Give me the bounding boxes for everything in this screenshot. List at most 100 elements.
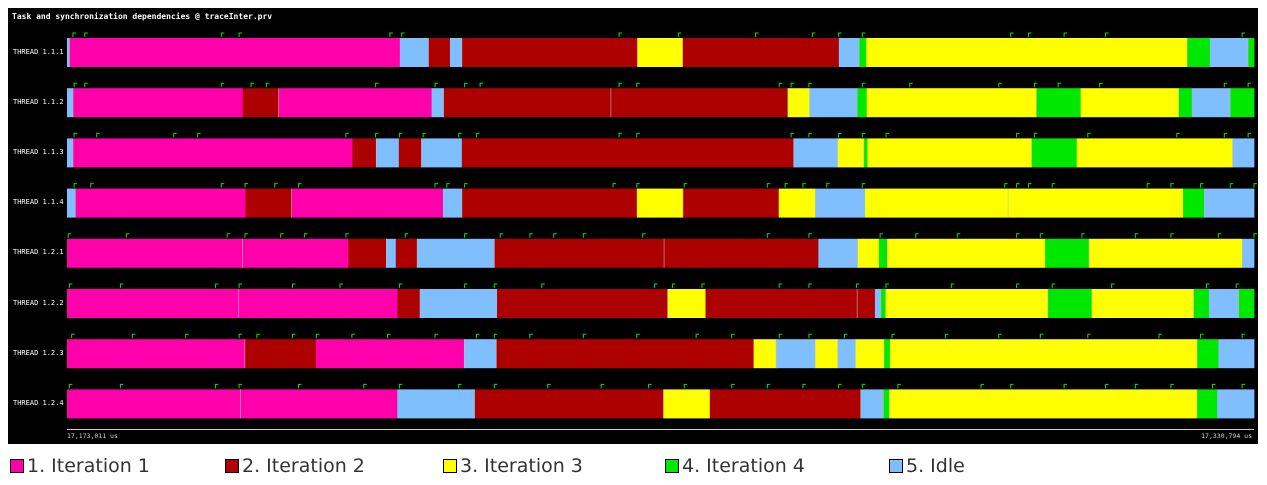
iteration-2-state[interactable] — [395, 238, 418, 268]
iteration-1-state[interactable] — [72, 88, 244, 118]
iteration-4-state[interactable] — [878, 238, 888, 268]
iteration-3-state[interactable] — [815, 339, 839, 369]
iteration-2-state[interactable] — [245, 188, 293, 218]
iteration-3-state[interactable] — [866, 38, 1188, 67]
idle-state[interactable] — [464, 339, 477, 369]
iteration-3-state[interactable] — [1091, 289, 1194, 318]
idle-state[interactable] — [67, 138, 74, 168]
iteration-4-state[interactable] — [1047, 289, 1093, 318]
iteration-2-state[interactable] — [398, 138, 422, 168]
iteration-4-state[interactable] — [1031, 138, 1078, 168]
iteration-1-state[interactable] — [75, 188, 246, 218]
iteration-3-state[interactable] — [787, 88, 810, 118]
thread-row[interactable] — [67, 132, 1255, 168]
iteration-4-state[interactable] — [883, 389, 890, 419]
iteration-2-state[interactable] — [610, 88, 636, 118]
idle-state[interactable] — [837, 339, 856, 369]
idle-state[interactable] — [417, 238, 475, 268]
iteration-2-state[interactable] — [634, 88, 789, 118]
iteration-1-state[interactable] — [316, 339, 465, 369]
iteration-3-state[interactable] — [855, 339, 885, 369]
thread-row[interactable] — [67, 283, 1255, 318]
iteration-3-state[interactable] — [867, 138, 1032, 168]
iteration-4-state[interactable] — [857, 88, 868, 118]
iteration-3-state[interactable] — [636, 188, 684, 218]
idle-state[interactable] — [776, 339, 816, 369]
thread-row[interactable] — [67, 333, 1255, 369]
idle-state[interactable] — [376, 138, 400, 168]
iteration-2-state[interactable] — [857, 289, 876, 318]
idle-state[interactable] — [397, 389, 475, 419]
iteration-2-state[interactable] — [709, 389, 862, 419]
idle-state[interactable] — [874, 289, 882, 318]
idle-state[interactable] — [793, 138, 839, 168]
iteration-4-state[interactable] — [1196, 389, 1218, 419]
iteration-3-state[interactable] — [1080, 88, 1180, 118]
thread-row[interactable] — [67, 82, 1255, 118]
iteration-2-state[interactable] — [428, 38, 451, 67]
idle-state[interactable] — [421, 138, 463, 168]
iteration-3-state[interactable] — [865, 188, 1009, 218]
iteration-4-state[interactable] — [1197, 339, 1219, 369]
idle-state[interactable] — [431, 88, 444, 118]
iteration-4-state[interactable] — [863, 138, 868, 168]
iteration-4-state[interactable] — [880, 289, 886, 318]
iteration-2-state[interactable] — [461, 38, 638, 67]
idle-state[interactable] — [67, 88, 74, 118]
idle-state[interactable] — [1232, 138, 1255, 168]
iteration-2-state[interactable] — [494, 238, 500, 268]
iteration-4-state[interactable] — [1183, 188, 1205, 218]
iteration-4-state[interactable] — [1178, 88, 1193, 118]
iteration-1-state[interactable] — [72, 138, 353, 168]
iteration-3-state[interactable] — [889, 389, 1198, 419]
iteration-2-state[interactable] — [496, 339, 754, 369]
iteration-4-state[interactable] — [884, 339, 891, 369]
iteration-3-state[interactable] — [753, 339, 777, 369]
idle-state[interactable] — [67, 188, 76, 218]
idle-state[interactable] — [474, 238, 495, 268]
iteration-3-state[interactable] — [885, 289, 1049, 318]
iteration-2-state[interactable] — [443, 88, 468, 118]
idle-state[interactable] — [399, 38, 429, 67]
iteration-2-state[interactable] — [705, 289, 858, 318]
idle-state[interactable] — [838, 38, 860, 67]
iteration-1-state[interactable] — [67, 238, 244, 268]
iteration-3-state[interactable] — [663, 389, 711, 419]
iteration-3-state[interactable] — [887, 238, 1046, 268]
iteration-2-state[interactable] — [474, 389, 497, 419]
idle-state[interactable] — [1217, 389, 1255, 419]
iteration-4-state[interactable] — [1230, 88, 1255, 118]
idle-state[interactable] — [67, 38, 70, 67]
iteration-1-state[interactable] — [67, 289, 240, 318]
thread-row[interactable] — [67, 233, 1257, 268]
iteration-1-state[interactable] — [242, 238, 349, 268]
idle-state[interactable] — [815, 188, 866, 218]
thread-row[interactable] — [67, 183, 1257, 218]
iteration-4-state[interactable] — [1045, 238, 1090, 268]
iteration-4-state[interactable] — [859, 38, 867, 67]
timeline-canvas[interactable] — [67, 8, 1258, 430]
iteration-2-state[interactable] — [467, 88, 612, 118]
iteration-4-state[interactable] — [1238, 289, 1255, 318]
iteration-2-state[interactable] — [682, 188, 780, 218]
iteration-1-state[interactable] — [67, 339, 246, 369]
iteration-2-state[interactable] — [461, 138, 795, 168]
idle-state[interactable] — [476, 339, 497, 369]
iteration-4-state[interactable] — [1193, 289, 1210, 318]
iteration-2-state[interactable] — [461, 188, 638, 218]
iteration-2-state[interactable] — [682, 38, 840, 67]
idle-state[interactable] — [1204, 188, 1255, 218]
iteration-3-state[interactable] — [866, 88, 1037, 118]
iteration-3-state[interactable] — [637, 38, 683, 67]
idle-state[interactable] — [1218, 339, 1255, 369]
idle-state[interactable] — [1209, 38, 1249, 67]
idle-state[interactable] — [1191, 88, 1231, 118]
iteration-2-state[interactable] — [244, 339, 317, 369]
iteration-1-state[interactable] — [238, 289, 398, 318]
iteration-1-state[interactable] — [291, 188, 444, 218]
iteration-1-state[interactable] — [278, 88, 432, 118]
idle-state[interactable] — [860, 389, 878, 419]
iteration-2-state[interactable] — [664, 238, 819, 268]
iteration-3-state[interactable] — [857, 238, 880, 268]
iteration-1-state[interactable] — [240, 389, 398, 419]
